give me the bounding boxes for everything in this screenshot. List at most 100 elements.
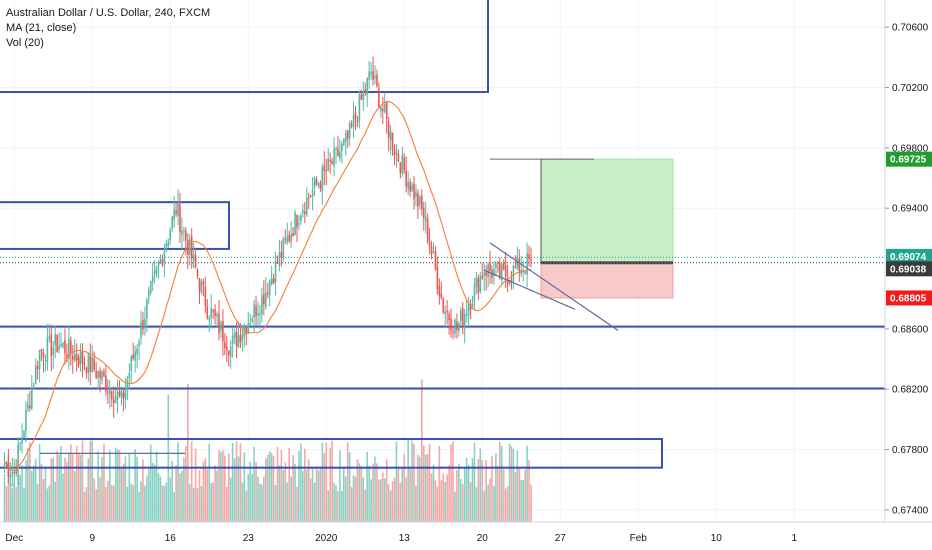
- volume-bar: [48, 485, 51, 522]
- volume-bar: [467, 464, 470, 522]
- candle-body: [227, 350, 230, 356]
- candle-body: [153, 270, 156, 275]
- candle-body: [224, 342, 226, 348]
- volume-bar: [292, 455, 294, 522]
- volume-bar: [376, 463, 378, 522]
- ma-indicator-label[interactable]: MA (21, close): [6, 22, 77, 34]
- candle-body: [393, 149, 396, 156]
- candle-body: [500, 264, 503, 281]
- volume-bar: [31, 470, 33, 522]
- candle-body: [253, 303, 255, 318]
- candle-body: [126, 379, 129, 389]
- volume-bar: [454, 491, 456, 522]
- volume-bar: [212, 482, 214, 522]
- volume-bar: [173, 491, 175, 522]
- volume-bar: [276, 447, 279, 522]
- candle-body: [85, 367, 88, 373]
- trade-zones[interactable]: [0, 158, 885, 299]
- volume-bar: [366, 451, 368, 522]
- candle-body: [46, 337, 49, 363]
- volume-bar: [530, 484, 532, 522]
- volume-bar: [118, 449, 121, 522]
- demand-box: [0, 438, 663, 469]
- candle-body: [348, 122, 351, 139]
- volume-bar: [319, 467, 322, 522]
- candle-body: [101, 371, 103, 380]
- price-axis[interactable]: 0.70600 0.70200 0.69800 0.69400 0.68600 0.682…: [884, 0, 932, 522]
- candle-body: [144, 318, 146, 329]
- candle-body: [337, 148, 339, 157]
- volume-bar: [500, 445, 503, 522]
- volume-bar: [477, 459, 480, 522]
- time-tick-label: 2020: [315, 533, 338, 544]
- candle-body: [42, 351, 45, 358]
- volume-bar: [73, 471, 76, 522]
- candle-body: [284, 238, 287, 240]
- candle-body: [508, 279, 511, 285]
- volume-bar: [362, 477, 365, 522]
- candle-body: [407, 182, 409, 190]
- candle-body: [444, 311, 446, 315]
- volume-bar: [502, 469, 505, 522]
- volume-bar: [346, 442, 349, 522]
- candle-body: [475, 277, 478, 287]
- volume-bar: [198, 469, 201, 522]
- trend-lines[interactable]: [40, 242, 619, 454]
- volume-bar: [311, 468, 314, 522]
- volume-bar: [323, 453, 326, 522]
- volume-bar: [458, 463, 460, 522]
- candle-body: [405, 170, 407, 187]
- volume-bar: [360, 466, 363, 522]
- candle-body: [66, 354, 68, 358]
- volume-bar: [11, 488, 14, 522]
- candle-body: [83, 363, 86, 365]
- volume-bar: [401, 467, 404, 522]
- volume-bar: [432, 464, 435, 522]
- volume-bar: [237, 456, 240, 522]
- time-tick-label: 16: [165, 533, 177, 544]
- volume-bar: [263, 476, 265, 522]
- candle-body: [198, 278, 201, 291]
- volume-bar: [274, 484, 277, 522]
- volume-bar: [253, 446, 255, 522]
- candle-body: [346, 130, 349, 140]
- candle-body: [241, 334, 244, 341]
- candle-body: [192, 254, 195, 261]
- candle-body: [3, 463, 6, 468]
- candle-body: [448, 313, 450, 321]
- volume-bar: [149, 444, 152, 522]
- candle-body: [479, 276, 482, 292]
- candle-body: [71, 355, 74, 360]
- volume-bar: [32, 465, 35, 522]
- candle-body: [309, 195, 312, 198]
- volume-bar: [142, 459, 144, 522]
- volume-indicator-label[interactable]: Vol (20): [6, 37, 44, 49]
- candle-body: [421, 195, 423, 209]
- symbol-title[interactable]: Australian Dollar / U.S. Dollar, 240, FX…: [6, 7, 211, 19]
- volume-bar: [456, 470, 458, 522]
- candle-body: [60, 344, 62, 347]
- time-axis[interactable]: Dec 9 16 23 2020 13 20 27 Feb 10 1: [0, 521, 932, 544]
- volume-bar: [146, 475, 148, 522]
- volume-bar: [62, 473, 64, 522]
- volume-bar: [497, 466, 499, 522]
- candle-body: [185, 230, 187, 241]
- candle-body: [380, 107, 382, 112]
- candle-body: [298, 223, 300, 225]
- volume-bar: [81, 440, 84, 522]
- volume-bar: [313, 482, 316, 522]
- volume-bar: [352, 475, 355, 522]
- volume-bar: [302, 470, 304, 522]
- support-resistance-boxes[interactable]: [0, 0, 885, 469]
- candle-body: [411, 184, 413, 191]
- volume-bar: [368, 466, 370, 522]
- volume-bar: [428, 443, 431, 522]
- candle-body: [93, 358, 95, 370]
- volume-bar: [487, 484, 489, 522]
- candle-body: [358, 94, 361, 121]
- candle-body: [5, 461, 8, 464]
- candle-body: [48, 336, 51, 339]
- volume-bar: [233, 458, 236, 522]
- volume-bar: [93, 478, 95, 522]
